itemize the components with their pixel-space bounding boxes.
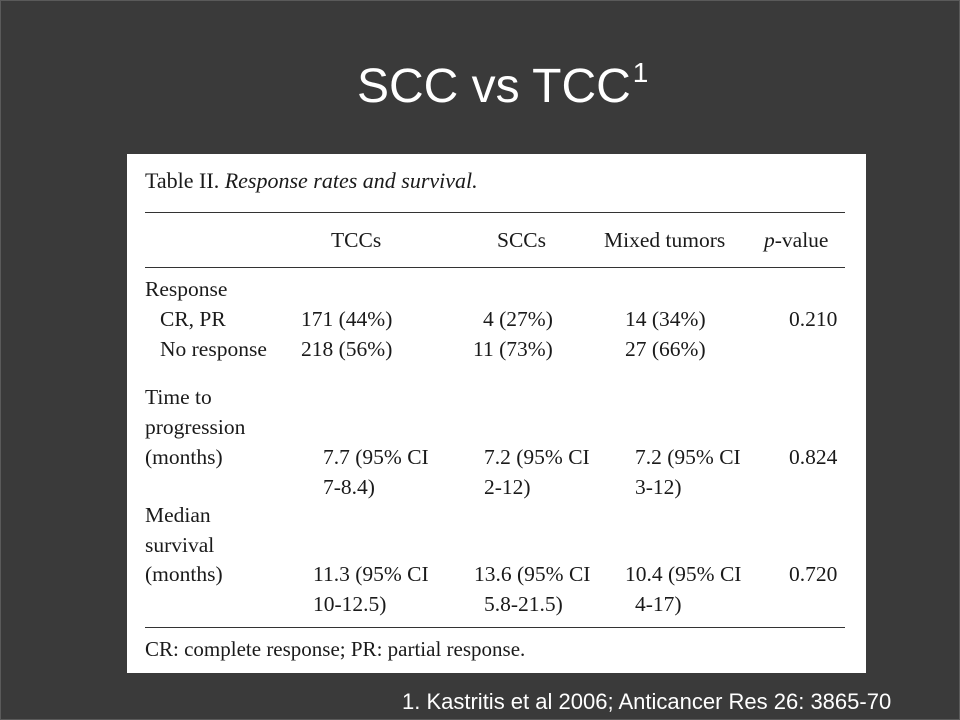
table-caption-title: Response rates and survival.: [224, 168, 478, 193]
cr-pr-mixed: 14 (34%): [625, 307, 706, 331]
ttp-mixed-line1: 7.2 (95% CI: [635, 445, 741, 469]
ttp-scc-line1: 7.2 (95% CI: [484, 445, 590, 469]
response-table: Table II. Response rates and survival. T…: [127, 154, 866, 673]
cr-pr-tcc: 171 (44%): [301, 307, 393, 331]
section-response-label: Response: [145, 277, 228, 301]
table-top-rule: [145, 212, 845, 213]
slide-citation: 1. Kastritis et al 2006; Anticancer Res …: [402, 689, 892, 714]
ttp-tcc-line1: 7.7 (95% CI: [323, 445, 429, 469]
cr-pr-p-value: 0.210: [789, 307, 838, 331]
survival-tcc-line2: 10-12.5): [313, 592, 387, 616]
survival-scc-line1: 13.6 (95% CI: [474, 562, 591, 586]
ttp-mixed-line2: 3-12): [635, 475, 682, 499]
survival-label-line3: (months): [145, 562, 223, 586]
survival-mixed-line2: 4-17): [635, 592, 682, 616]
header-mixed-tumors: Mixed tumors: [604, 228, 726, 252]
table-caption-label: Table II.: [145, 168, 220, 193]
table-footnote: CR: complete response; PR: partial respo…: [145, 637, 526, 661]
header-p-value: p-value: [764, 225, 828, 255]
title-footnote-marker: 1: [632, 57, 649, 88]
header-rule: [145, 267, 845, 268]
survival-label-line2: survival: [145, 533, 215, 557]
cr-pr-scc: 4 (27%): [483, 307, 553, 331]
header-p-italic: p: [764, 228, 775, 252]
survival-scc-line2: 5.8-21.5): [484, 592, 563, 616]
ttp-scc-line2: 2-12): [484, 475, 531, 499]
survival-tcc-line1: 11.3 (95% CI: [313, 562, 429, 586]
table-caption: Table II. Response rates and survival.: [145, 168, 478, 194]
slide-title-text: SCC vs TCC: [357, 60, 631, 113]
no-response-tcc: 218 (56%): [301, 337, 393, 361]
table-bottom-rule: [145, 627, 845, 628]
header-sccs: SCCs: [497, 228, 547, 252]
survival-label-line1: Median: [145, 503, 211, 527]
ttp-p-value: 0.824: [789, 445, 838, 469]
survival-p-value: 0.720: [789, 562, 838, 586]
header-p-suffix: -value: [774, 228, 829, 252]
no-response-mixed: 27 (66%): [625, 337, 706, 361]
slide-title: SCC vs TCC1: [357, 43, 648, 117]
row-cr-pr-label: CR, PR: [160, 307, 226, 331]
ttp-label-line3: (months): [145, 445, 223, 469]
ttp-label-line2: progression: [145, 415, 246, 439]
header-tccs: TCCs: [331, 228, 382, 252]
ttp-label-line1: Time to: [145, 385, 212, 409]
row-no-response-label: No response: [160, 337, 267, 361]
no-response-scc: 11 (73%): [473, 337, 553, 361]
survival-mixed-line1: 10.4 (95% CI: [625, 562, 742, 586]
ttp-tcc-line2: 7-8.4): [323, 475, 375, 499]
